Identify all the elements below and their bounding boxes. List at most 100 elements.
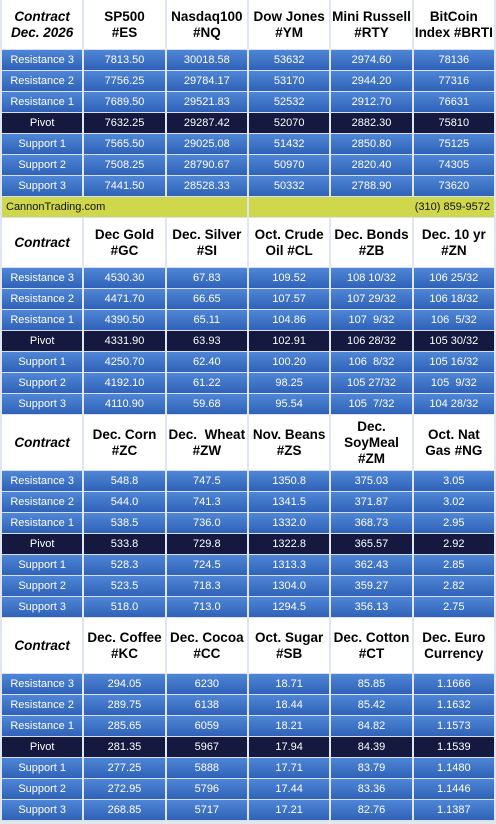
header-line: #ZN — [441, 242, 467, 258]
header-cell: Contract — [2, 218, 83, 268]
level-value: 1.1480 — [413, 758, 494, 779]
data-row: Pivot 4331.90 63.93 102.91 106 28/32 105 30/3… — [2, 331, 494, 352]
header-line: Dec. Bonds — [334, 226, 409, 242]
level-value: 4390.50 — [84, 310, 165, 331]
header-line: Dec. Corn — [92, 426, 157, 442]
level-value: 2912.70 — [331, 92, 412, 113]
level-value: 2850.80 — [331, 134, 412, 155]
header-cell: Oct. Crude Oil #CL — [248, 218, 330, 268]
header-line: Dec. 10 yr — [421, 226, 486, 242]
level-value: 17.44 — [248, 779, 330, 800]
level-value: 105 27/32 — [331, 373, 412, 394]
level-value: 5888 — [166, 758, 247, 779]
level-value: 544.0 — [84, 492, 165, 513]
level-value: 6138 — [166, 695, 247, 716]
data-row: Resistance 1 7689.50 29521.83 52532 2912.70 7… — [2, 92, 494, 113]
header-line: BitCoin — [429, 8, 478, 24]
level-value: 107 29/32 — [331, 289, 412, 310]
level-value: 53632 — [248, 50, 330, 71]
level-value: 50332 — [248, 176, 330, 197]
row-label: Support 1 — [2, 352, 83, 373]
header-line: Nasdaq100 — [171, 8, 243, 24]
header-cell: Oct. Nat Gas #NG — [413, 415, 494, 471]
header-line: #ZB — [358, 242, 385, 258]
data-row: Resistance 3 7813.50 30018.58 53632 2974.60 7… — [2, 50, 494, 71]
header-line: Mini Russell — [332, 8, 411, 24]
banner-phone: (310) 859-9572 — [248, 197, 494, 218]
header-line: Oct. Sugar — [255, 629, 324, 645]
level-value: 4471.70 — [84, 289, 165, 310]
header-line: Dec. Euro — [422, 629, 486, 645]
data-row: Resistance 2 289.75 6138 18.44 85.42 1.1632 — [2, 695, 494, 716]
row-label: Resistance 3 — [2, 268, 83, 289]
row-label: Support 1 — [2, 134, 83, 155]
data-row: Support 3 268.85 5717 17.21 82.76 1.1387 — [2, 800, 494, 821]
data-row: Support 1 528.3 724.5 1313.3 362.43 2.85 — [2, 555, 494, 576]
level-value: 1294.5 — [248, 597, 330, 618]
header-cell: Dec. Silver #SI — [166, 218, 247, 268]
header-line: Dow Jones — [253, 8, 325, 24]
header-cell: Dec. Corn #ZC — [84, 415, 165, 471]
level-value: 518.0 — [84, 597, 165, 618]
level-value: 356.13 — [331, 597, 412, 618]
header-line: Contract — [14, 234, 70, 250]
row-label: Resistance 2 — [2, 71, 83, 92]
header-cell: Dec. Wheat #ZW — [166, 415, 247, 471]
level-value: 29287.42 — [166, 113, 247, 134]
level-value: 84.39 — [331, 737, 412, 758]
level-value: 7813.50 — [84, 50, 165, 71]
row-label: Support 2 — [2, 155, 83, 176]
level-value: 77316 — [413, 71, 494, 92]
level-value: 52070 — [248, 113, 330, 134]
header-line: Nov. Beans — [252, 426, 326, 442]
level-value: 7441.50 — [84, 176, 165, 197]
level-value: 359.27 — [331, 576, 412, 597]
header-line: #ZS — [276, 442, 302, 458]
level-value: 29784.17 — [166, 71, 247, 92]
header-line: #RTY — [354, 24, 389, 40]
level-value: 102.91 — [248, 331, 330, 352]
level-value: 106 18/32 — [413, 289, 494, 310]
header-cell: Nov. Beans #ZS — [248, 415, 330, 471]
level-value: 100.20 — [248, 352, 330, 373]
level-value: 106 25/32 — [413, 268, 494, 289]
header-line: Contract — [14, 637, 70, 653]
level-value: 375.03 — [331, 471, 412, 492]
header-line: #NQ — [192, 24, 221, 40]
level-value: 294.05 — [84, 674, 165, 695]
header-line: Index #BRTI — [414, 24, 493, 40]
header-cell: Dec Gold #GC — [84, 218, 165, 268]
level-value: 729.8 — [166, 534, 247, 555]
level-value: 108 10/32 — [331, 268, 412, 289]
level-value: 95.54 — [248, 394, 330, 415]
level-value: 67.83 — [166, 268, 247, 289]
data-row: Pivot 533.8 729.8 1322.8 365.57 2.92 — [2, 534, 494, 555]
level-value: 5796 — [166, 779, 247, 800]
header-row: Contract Dec. Corn #ZC Dec. Wheat #ZW Nov. Be… — [2, 415, 494, 471]
data-row: Pivot 281.35 5967 17.94 84.39 1.1539 — [2, 737, 494, 758]
row-label: Support 3 — [2, 394, 83, 415]
level-value: 75125 — [413, 134, 494, 155]
level-value: 106 8/32 — [331, 352, 412, 373]
level-value: 2788.90 — [331, 176, 412, 197]
header-line: #ZW — [192, 442, 222, 458]
level-value: 1350.8 — [248, 471, 330, 492]
level-value: 1304.0 — [248, 576, 330, 597]
level-value: 6059 — [166, 716, 247, 737]
level-value: 66.65 — [166, 289, 247, 310]
header-cell: Dec. Cotton #CT — [331, 618, 412, 674]
level-value: 28790.67 — [166, 155, 247, 176]
row-label: Resistance 2 — [2, 492, 83, 513]
header-cell: Dec. Coffee #KC — [84, 618, 165, 674]
level-value: 2.92 — [413, 534, 494, 555]
level-value: 7565.50 — [84, 134, 165, 155]
data-row: Support 1 4250.70 62.40 100.20 106 8/32 105 1… — [2, 352, 494, 373]
data-row: Support 3 7441.50 28528.33 50332 2788.90 7362… — [2, 176, 494, 197]
data-row: Support 1 7565.50 29025.08 51432 2850.80 7512… — [2, 134, 494, 155]
level-value: 2.75 — [413, 597, 494, 618]
level-value: 2.95 — [413, 513, 494, 534]
level-value: 1.1573 — [413, 716, 494, 737]
row-label: Resistance 2 — [2, 695, 83, 716]
header-row: Contract Dec Gold #GC Dec. Silver #SI Oct. Cr… — [2, 218, 494, 268]
row-label: Resistance 1 — [2, 513, 83, 534]
